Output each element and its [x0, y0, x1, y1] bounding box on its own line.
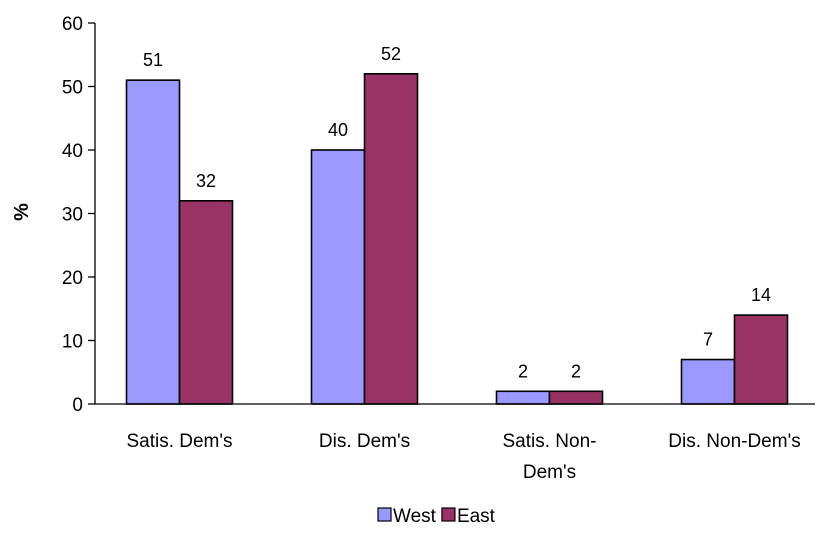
y-axis-label: % — [11, 203, 33, 221]
y-tick-label: 30 — [62, 205, 83, 226]
legend-swatch-east — [441, 507, 456, 522]
y-tick-label: 60 — [62, 14, 83, 35]
bars — [125, 73, 789, 405]
data-labels: 51 32 40 52 2 2 7 14 — [143, 44, 771, 381]
y-tick-label: 20 — [62, 268, 83, 289]
bar-east-0 — [178, 200, 234, 405]
bar-west-2 — [495, 390, 551, 405]
bar-east-2 — [548, 390, 604, 405]
bar-east-3 — [733, 314, 789, 405]
category-label: Dis. Dem's — [319, 431, 410, 452]
data-label-east-2: 2 — [571, 361, 581, 381]
category-label: Satis. Non-Dem's — [503, 431, 597, 483]
data-label-west-3: 7 — [703, 330, 713, 350]
y-tick-label: 10 — [62, 332, 83, 353]
legend: West East — [377, 506, 496, 527]
y-tick-label: 40 — [62, 141, 83, 162]
category-label: Dis. Non-Dem's — [668, 431, 800, 452]
legend-label-east: East — [457, 506, 496, 527]
bar-west-0 — [125, 79, 181, 405]
data-label-west-0: 51 — [143, 50, 163, 70]
category-label: Satis. Dem's — [126, 431, 232, 452]
legend-swatch-west — [377, 507, 392, 522]
data-label-west-1: 40 — [328, 120, 348, 140]
data-label-west-2: 2 — [518, 361, 528, 381]
data-label-east-1: 52 — [381, 44, 401, 64]
bar-west-3 — [680, 358, 736, 405]
category-labels: Satis. Dem's Dis. Dem's Satis. Non-Dem's Di… — [126, 431, 800, 483]
y-axis: 0 10 20 30 40 50 60 — [62, 14, 96, 416]
y-tick-label: 0 — [72, 395, 83, 416]
bar-east-1 — [363, 73, 419, 405]
bar-west-1 — [310, 149, 366, 405]
data-label-east-3: 14 — [751, 285, 771, 305]
data-label-east-0: 32 — [196, 171, 216, 191]
legend-label-west: West — [393, 506, 437, 527]
y-tick-label: 50 — [62, 78, 83, 99]
